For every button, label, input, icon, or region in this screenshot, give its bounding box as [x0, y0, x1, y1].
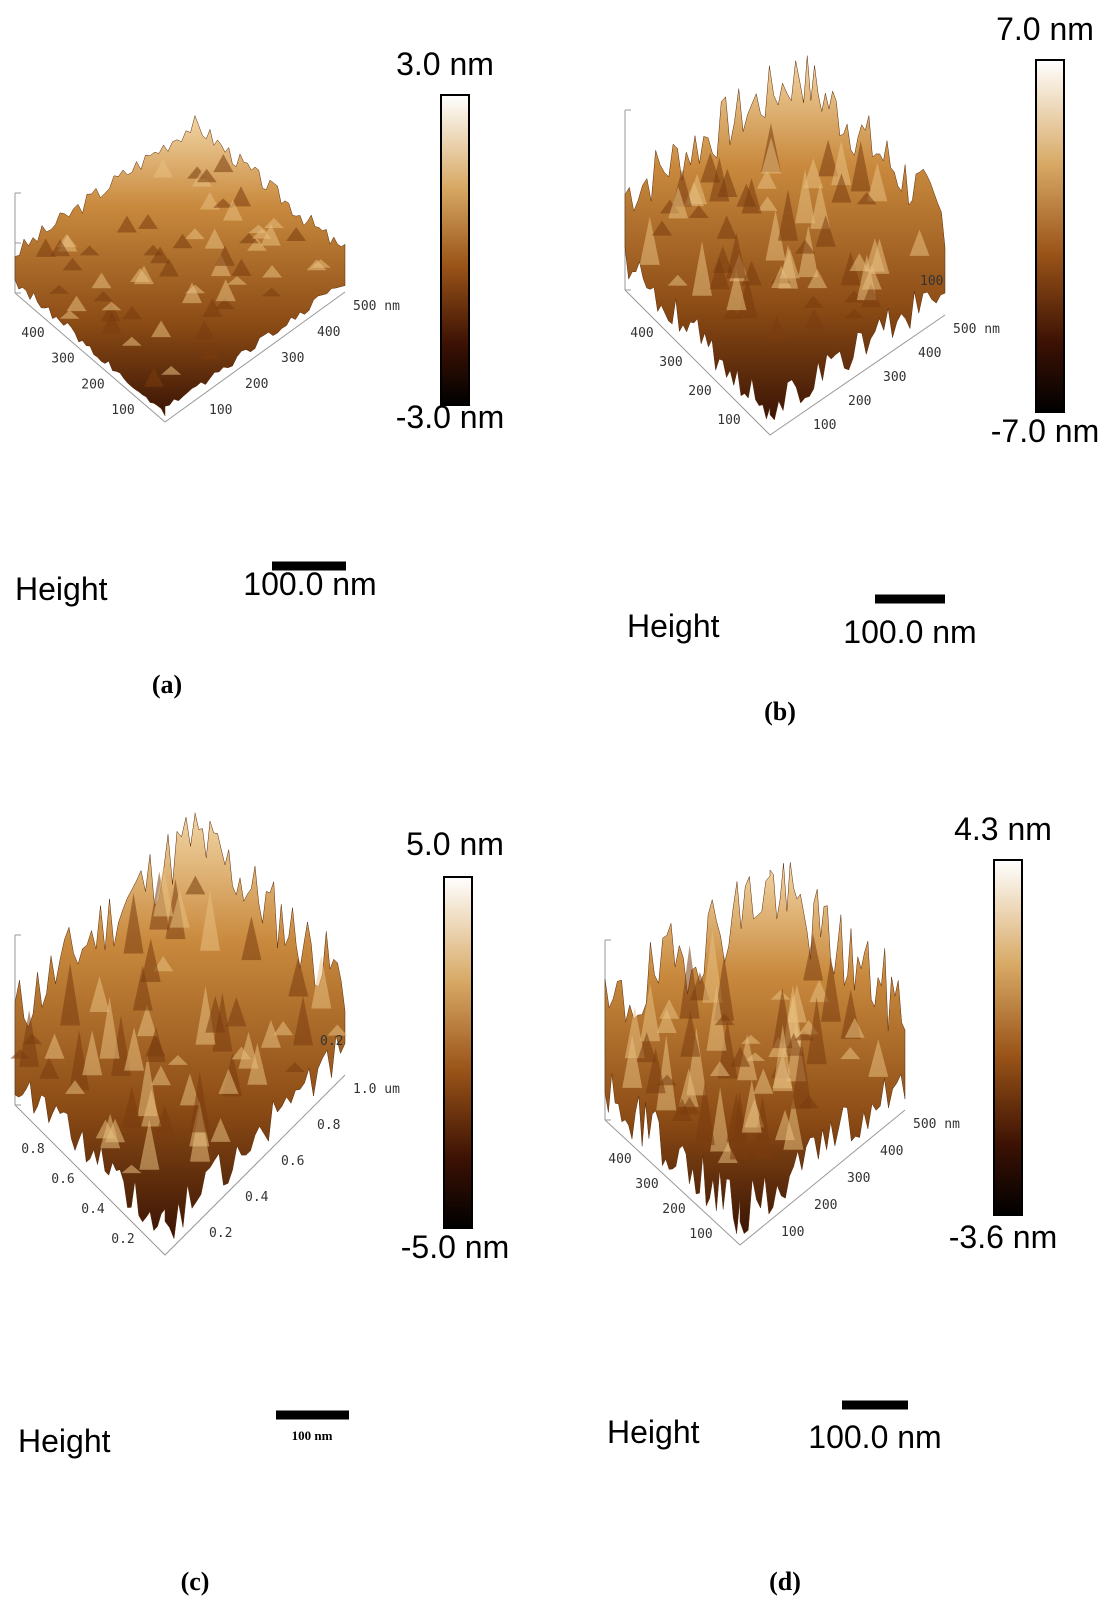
colorbar-max: 5.0 nm [406, 826, 504, 862]
colorbar-min: -7.0 nm [991, 413, 1099, 449]
x-tick-label: 0.8 [21, 1142, 44, 1157]
back-tick-label: 100 [920, 274, 943, 289]
afm-panel: 0.8 0.6 0.4 0.2 0.2 0.4 0.6 0.8 1.0 um 0.2 5.0 nm -… [10, 813, 509, 1596]
y-tick-label: 200 [814, 1198, 837, 1213]
colorbar [994, 860, 1022, 1215]
y-tick-label: 1.0 um [353, 1082, 400, 1097]
y-tick-label: 0.4 [245, 1190, 269, 1205]
height-label: Height [607, 1414, 700, 1450]
x-tick-label: 0.4 [81, 1202, 105, 1217]
colorbar-min: -3.6 nm [949, 1219, 1057, 1255]
colorbar-max: 3.0 nm [396, 46, 494, 82]
x-tick-label: 100 [717, 413, 740, 428]
y-tick-label: 400 [880, 1144, 903, 1159]
x-tick-label: 400 [630, 326, 653, 341]
x-tick-label: 0.6 [51, 1172, 74, 1187]
scale-bar-label: 100.0 nm [843, 614, 976, 650]
x-tick-label: 200 [688, 384, 711, 399]
y-tick-label: 100 [209, 403, 232, 418]
height-label: Height [15, 571, 108, 607]
y-tick-label: 100 [781, 1225, 804, 1240]
y-tick-label: 0.6 [281, 1154, 304, 1169]
panel-label: (d) [769, 1567, 801, 1596]
scale-bar-label: 100.0 nm [808, 1419, 941, 1455]
x-tick-label: 300 [635, 1177, 658, 1192]
afm-panel: 400 300 200 100 100 200 300 400 500 nm 4.3 nm -3.6… [605, 811, 1057, 1596]
height-label: Height [627, 608, 720, 644]
y-tick-label: 300 [847, 1171, 870, 1186]
y-tick-label: 0.8 [317, 1118, 340, 1133]
x-tick-label: 200 [81, 377, 104, 392]
x-tick-label: 300 [51, 352, 74, 367]
y-tick-label: 200 [245, 377, 268, 392]
afm-panel: 400 300 200 100 100 200 300 400 500 nm 3.0 nm -3.0… [15, 46, 504, 699]
scale-bar-label: 100.0 nm [243, 566, 376, 602]
colorbar [1036, 60, 1064, 412]
figure: 400 300 200 100 100 200 300 400 500 nm 3.0 nm -3.0… [0, 0, 1117, 1604]
colorbar [444, 877, 472, 1228]
back-tick-label: 0.2 [320, 1034, 343, 1049]
afm-panel: 400 300 200 100 100 200 300 400 500 nm 100 7.0 nm -… [625, 11, 1099, 726]
x-tick-label: 0.2 [111, 1232, 134, 1247]
x-tick-label: 400 [21, 326, 44, 341]
x-tick-label: 100 [111, 403, 134, 418]
colorbar-max: 4.3 nm [954, 811, 1052, 847]
panel-label: (c) [181, 1567, 210, 1596]
x-tick-label: 100 [689, 1227, 712, 1242]
height-label: Height [18, 1423, 111, 1459]
panel-label: (b) [764, 697, 796, 726]
surface [15, 116, 345, 416]
y-tick-label: 100 [813, 418, 836, 433]
colorbar [441, 95, 469, 405]
y-tick-label: 300 [281, 351, 304, 366]
x-tick-label: 200 [662, 1202, 685, 1217]
y-tick-label: 400 [317, 325, 340, 340]
y-tick-label: 300 [883, 370, 906, 385]
x-tick-label: 400 [608, 1152, 631, 1167]
y-tick-label: 500 nm [353, 299, 400, 314]
x-tick-label: 300 [659, 355, 682, 370]
scale-bar-label: 100 nm [292, 1428, 333, 1443]
y-tick-label: 0.2 [209, 1226, 232, 1241]
panel-label: (a) [152, 670, 182, 699]
y-tick-label: 200 [848, 394, 871, 409]
y-tick-label: 500 nm [953, 322, 1000, 337]
colorbar-min: -5.0 nm [401, 1229, 509, 1265]
y-tick-label: 400 [918, 346, 941, 361]
colorbar-min: -3.0 nm [396, 399, 504, 435]
y-tick-label: 500 nm [913, 1117, 960, 1132]
colorbar-max: 7.0 nm [996, 11, 1094, 47]
